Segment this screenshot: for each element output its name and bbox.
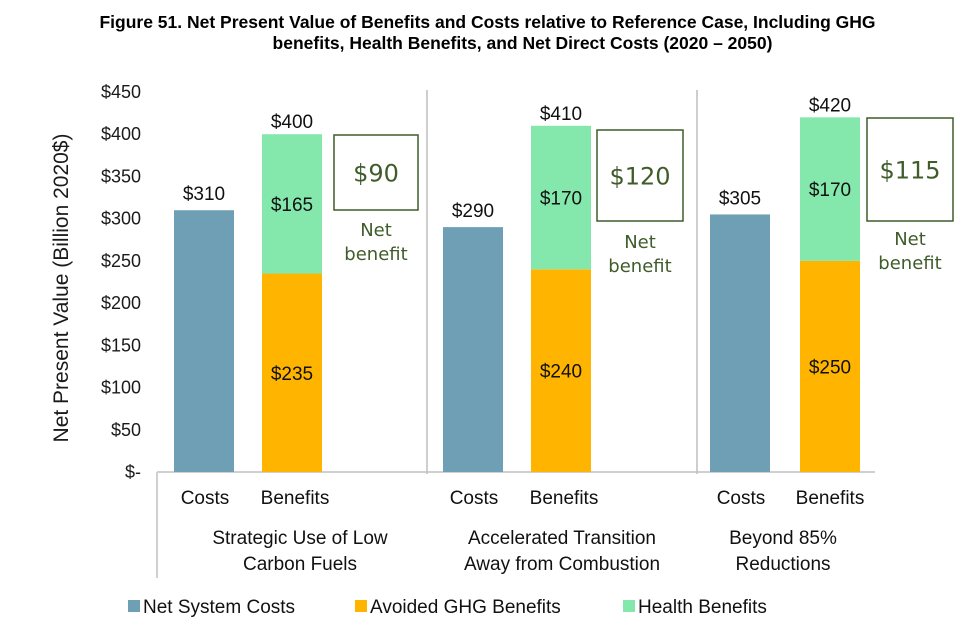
net-benefit-caption: Net (894, 229, 926, 250)
net-benefit-value: $120 (609, 163, 670, 191)
x-tick-label-costs: Costs (181, 488, 230, 509)
x-tick-label-benefits: Benefits (530, 488, 599, 509)
net-benefit-value: $90 (353, 160, 399, 188)
net-benefit-caption: Net (624, 232, 656, 253)
group-label: Beyond 85% (729, 528, 837, 549)
bar-avoided-ghg-benefits (531, 269, 591, 472)
group-label: Accelerated Transition (468, 528, 656, 549)
title-line-2: benefits, Health Benefits, and Net Direc… (272, 33, 773, 53)
x-tick-label-costs: Costs (717, 488, 766, 509)
legend-net-system-costs-label: Net System Costs (143, 597, 295, 618)
group-label: Strategic Use of Low (212, 528, 388, 549)
x-tick-label-benefits: Benefits (796, 488, 865, 509)
legend-net-system-costs-swatch (128, 600, 140, 612)
net-benefit-caption: benefit (608, 256, 671, 277)
x-tick-label-benefits: Benefits (261, 488, 330, 509)
legend-health-benefits-swatch (623, 600, 635, 612)
net-benefit-value: $115 (879, 157, 940, 185)
net-benefit-box (333, 134, 419, 211)
legend-health-benefits-label: Health Benefits (638, 597, 767, 618)
legend-avoided-ghg-benefits-label: Avoided GHG Benefits (370, 597, 561, 618)
costs-value-label: $305 (719, 188, 761, 209)
ghg-value-label: $250 (809, 357, 851, 378)
y-tick-label: $200 (101, 293, 141, 313)
y-tick-label: $150 (101, 335, 141, 355)
chart-title: Figure 51. Net Present Value of Benefits… (0, 12, 975, 54)
y-tick-label: $250 (101, 251, 141, 271)
group-label: Reductions (735, 554, 830, 575)
costs-value-label: $310 (183, 184, 225, 205)
bar-net-system-costs (174, 210, 234, 472)
net-benefit-box (866, 117, 954, 222)
net-benefit-box (596, 129, 684, 222)
total-benefits-label: $420 (809, 95, 851, 116)
costs-value-label: $290 (452, 201, 494, 222)
bar-health-benefits (531, 125, 591, 270)
total-benefits-label: $410 (540, 104, 582, 125)
bar-health-benefits (800, 117, 860, 261)
health-value-label: $170 (809, 180, 851, 201)
y-tick-label: $- (125, 462, 141, 482)
bar-avoided-ghg-benefits (262, 273, 322, 472)
group-label: Carbon Fuels (243, 554, 357, 575)
health-value-label: $165 (271, 195, 313, 216)
ghg-value-label: $235 (271, 364, 313, 385)
bar-net-system-costs (443, 227, 503, 472)
y-tick-label: $300 (101, 209, 141, 229)
ghg-value-label: $240 (540, 362, 582, 383)
net-benefit-caption: benefit (344, 244, 407, 265)
net-benefit-caption: Net (360, 220, 392, 241)
net-benefit-caption: benefit (878, 253, 941, 274)
y-tick-label: $350 (101, 166, 141, 186)
bar-net-system-costs (710, 214, 770, 472)
y-tick-label: $100 (101, 378, 141, 398)
y-tick-label: $50 (111, 420, 141, 440)
total-benefits-label: $400 (271, 112, 313, 133)
x-tick-label-costs: Costs (450, 488, 499, 509)
group-label: Away from Combustion (464, 554, 660, 575)
health-value-label: $170 (540, 189, 582, 210)
title-line-1: Figure 51. Net Present Value of Benefits… (99, 12, 876, 32)
bar-health-benefits (262, 134, 322, 274)
y-tick-label: $450 (101, 82, 141, 102)
y-tick-label: $400 (101, 124, 141, 144)
y-axis-label: Net Present Value (Billion 2020$) (50, 134, 73, 443)
bar-avoided-ghg-benefits (800, 260, 860, 472)
legend-avoided-ghg-benefits-swatch (355, 600, 367, 612)
